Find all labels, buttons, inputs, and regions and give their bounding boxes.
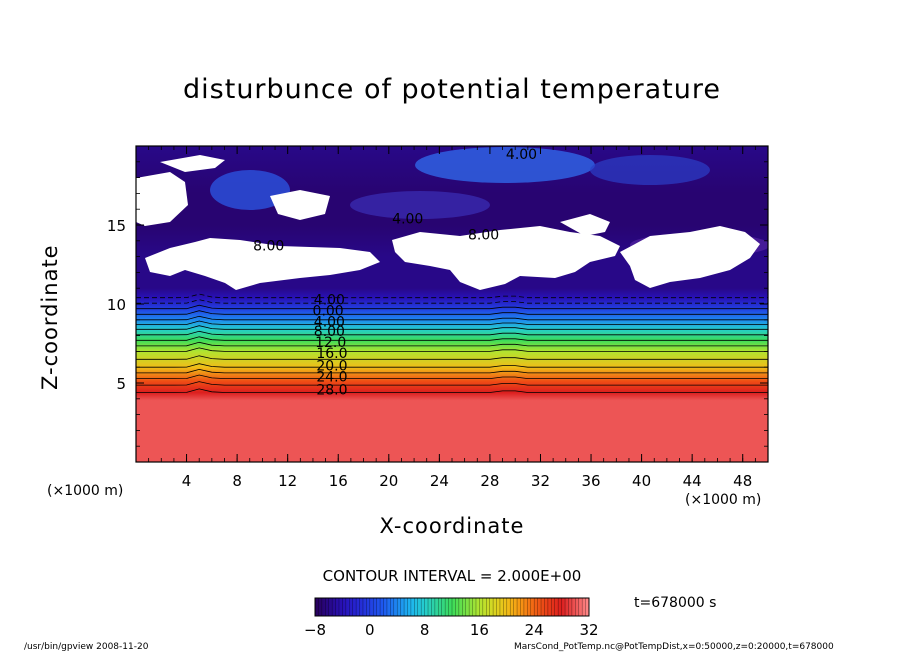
- contour-label: 24.0: [316, 370, 347, 386]
- contour-line: [136, 325, 768, 330]
- chart-title: disturbunce of potential temperature: [183, 74, 721, 105]
- contour-label: 8.00: [314, 324, 345, 340]
- x-tick-label: 48: [733, 472, 752, 490]
- colorbar-tick-label: 0: [365, 621, 375, 639]
- contour-line: [136, 336, 768, 341]
- colorbar-tick-label: −8: [304, 621, 326, 639]
- colorbar: −8 0 8 16 24 32: [304, 597, 599, 639]
- contour-lines: [136, 293, 768, 393]
- undefined-region: [145, 238, 380, 290]
- x-tick-label: 16: [329, 472, 348, 490]
- field-patch: [590, 155, 710, 185]
- undefined-region: [136, 172, 188, 226]
- colorbar-tick-label: 32: [579, 621, 598, 639]
- undefined-regions: [136, 155, 760, 290]
- z-axis-ticks: 5 10 15: [107, 161, 768, 447]
- colorbar-tick-label: 8: [420, 621, 430, 639]
- contour-label: 20.0: [316, 359, 347, 375]
- x-tick-label: 40: [632, 472, 651, 490]
- contour-label: 8.00: [253, 239, 284, 255]
- colorbar-tick-labels: −8 0 8 16 24 32: [304, 621, 599, 639]
- contour-line: [136, 363, 768, 368]
- x-tick-label: 36: [581, 472, 600, 490]
- contour-line: [136, 388, 768, 393]
- contour-line: [136, 320, 768, 325]
- x-tick-label: 4: [182, 472, 192, 490]
- z-tick-label: 15: [107, 217, 126, 235]
- undefined-region: [160, 155, 225, 172]
- z-axis-unit: (×1000 m): [47, 483, 124, 499]
- undefined-region: [392, 226, 620, 290]
- contour-labels: 4.004.008.008.004.000.004.008.0012.016.0…: [253, 147, 537, 398]
- contour-label: 8.00: [468, 227, 499, 243]
- undefined-region: [270, 190, 330, 220]
- contour-label: 28.0: [316, 382, 347, 398]
- footer-program-date: /usr/bin/gpview 2008-11-20: [24, 642, 149, 652]
- contour-line: [136, 315, 768, 321]
- contour-label: 4.00: [314, 314, 345, 330]
- contour-line: [136, 310, 768, 315]
- x-axis-unit: (×1000 m): [685, 492, 762, 508]
- field-patch: [350, 191, 490, 219]
- contour-label: 4.00: [506, 147, 537, 163]
- x-tick-label: 24: [430, 472, 449, 490]
- x-axis-label: X-coordinate: [379, 514, 525, 538]
- x-tick-label: 28: [480, 472, 499, 490]
- x-tick-label: 44: [683, 472, 702, 490]
- plot-area: 4.004.008.008.004.000.004.008.0012.016.0…: [107, 145, 769, 490]
- colorbar-tick-label: 16: [470, 621, 489, 639]
- undefined-region: [560, 214, 610, 236]
- contour-line: [136, 368, 768, 374]
- contour-line: [136, 330, 768, 336]
- contour-label: 0.00: [313, 303, 344, 319]
- z-tick-label: 10: [107, 296, 126, 314]
- contour-line: [136, 374, 768, 379]
- contour-line: [136, 341, 768, 347]
- time-label: t=678000 s: [634, 595, 717, 611]
- contour-line: [136, 381, 768, 386]
- contour-label: 12.0: [315, 335, 346, 351]
- field-patch: [415, 147, 595, 183]
- x-tick-label: 32: [531, 472, 550, 490]
- contour-line: [136, 304, 768, 310]
- x-tick-label: 8: [232, 472, 242, 490]
- colorbar-tick-label: 24: [525, 621, 544, 639]
- contour-label: 16.0: [316, 346, 347, 362]
- x-axis-ticks: 4 8 12 16 20 24 28 32 36 40 44 48: [148, 146, 756, 490]
- field-patch: [210, 170, 290, 210]
- z-axis-label: Z-coordinate: [38, 244, 62, 390]
- contour-line: [136, 293, 768, 299]
- x-tick-label: 12: [278, 472, 297, 490]
- footer-source: MarsCond_PotTemp.nc@PotTempDist,x=0:5000…: [514, 642, 834, 652]
- contour-interval-label: CONTOUR INTERVAL = 2.000E+00: [322, 567, 582, 585]
- contour-line: [136, 355, 768, 360]
- contour-line: [136, 299, 768, 304]
- contour-label: 4.00: [314, 292, 345, 308]
- z-tick-label: 5: [116, 375, 126, 393]
- undefined-region: [620, 226, 760, 288]
- x-tick-label: 20: [379, 472, 398, 490]
- contour-line: [136, 347, 768, 352]
- colorbar-segments: [318, 598, 586, 616]
- contour-label: 4.00: [392, 212, 423, 228]
